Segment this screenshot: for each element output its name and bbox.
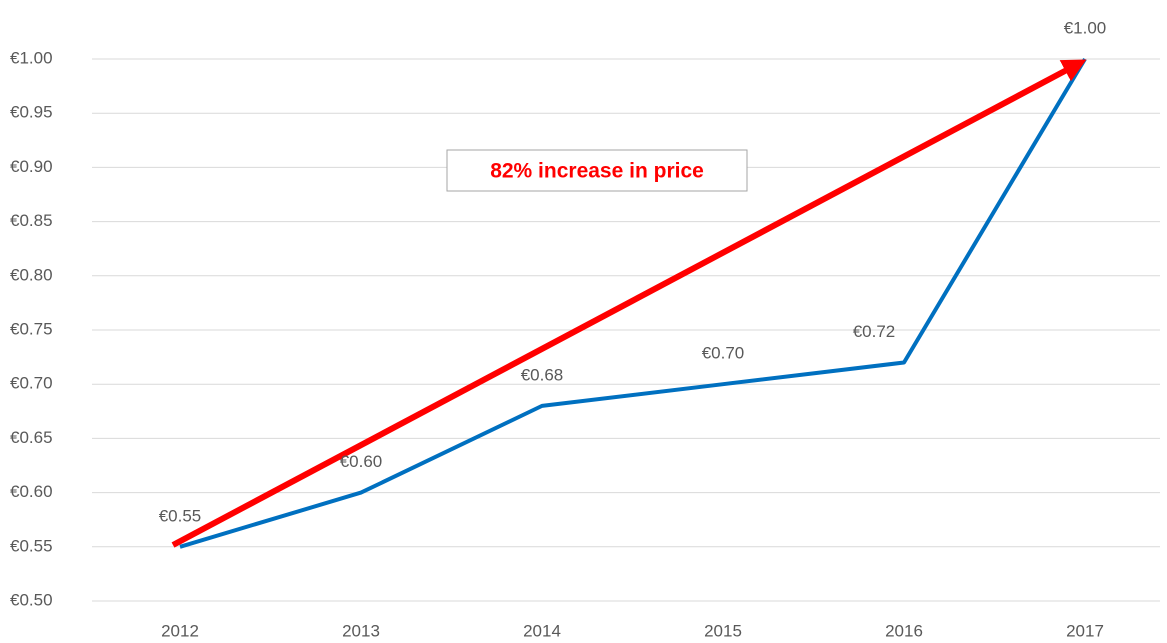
y-tick-label: €0.85 [10,211,53,230]
data-label: €0.60 [340,452,383,471]
trend-arrow [171,59,1087,548]
y-tick-label: €0.95 [10,103,53,122]
y-tick-label: €0.80 [10,265,53,284]
y-tick-label: €0.60 [10,482,53,501]
data-label: €0.55 [159,506,202,525]
y-tick-label: €0.70 [10,374,53,393]
data-label: €0.72 [853,322,896,341]
annotation: 82% increase in price [490,160,704,183]
y-tick-label: €1.00 [10,48,53,67]
annotation-box [446,149,748,192]
data-label: €0.70 [702,344,745,363]
y-tick-label: €0.90 [10,157,53,176]
x-tick-label: 2017 [1066,621,1104,640]
x-tick-label: 2013 [342,621,380,640]
x-tick-label: 2016 [885,621,923,640]
data-label: €0.68 [521,365,564,384]
y-tick-label: €0.50 [10,590,53,609]
line-series [179,57,1087,549]
x-tick-label: 2014 [523,621,561,640]
x-tick-label: 2012 [161,621,199,640]
y-tick-label: €0.75 [10,319,53,338]
data-label: €1.00 [1064,18,1107,37]
x-tick-label: 2015 [704,621,742,640]
y-tick-label: €0.65 [10,428,53,447]
y-tick-label: €0.55 [10,536,53,555]
